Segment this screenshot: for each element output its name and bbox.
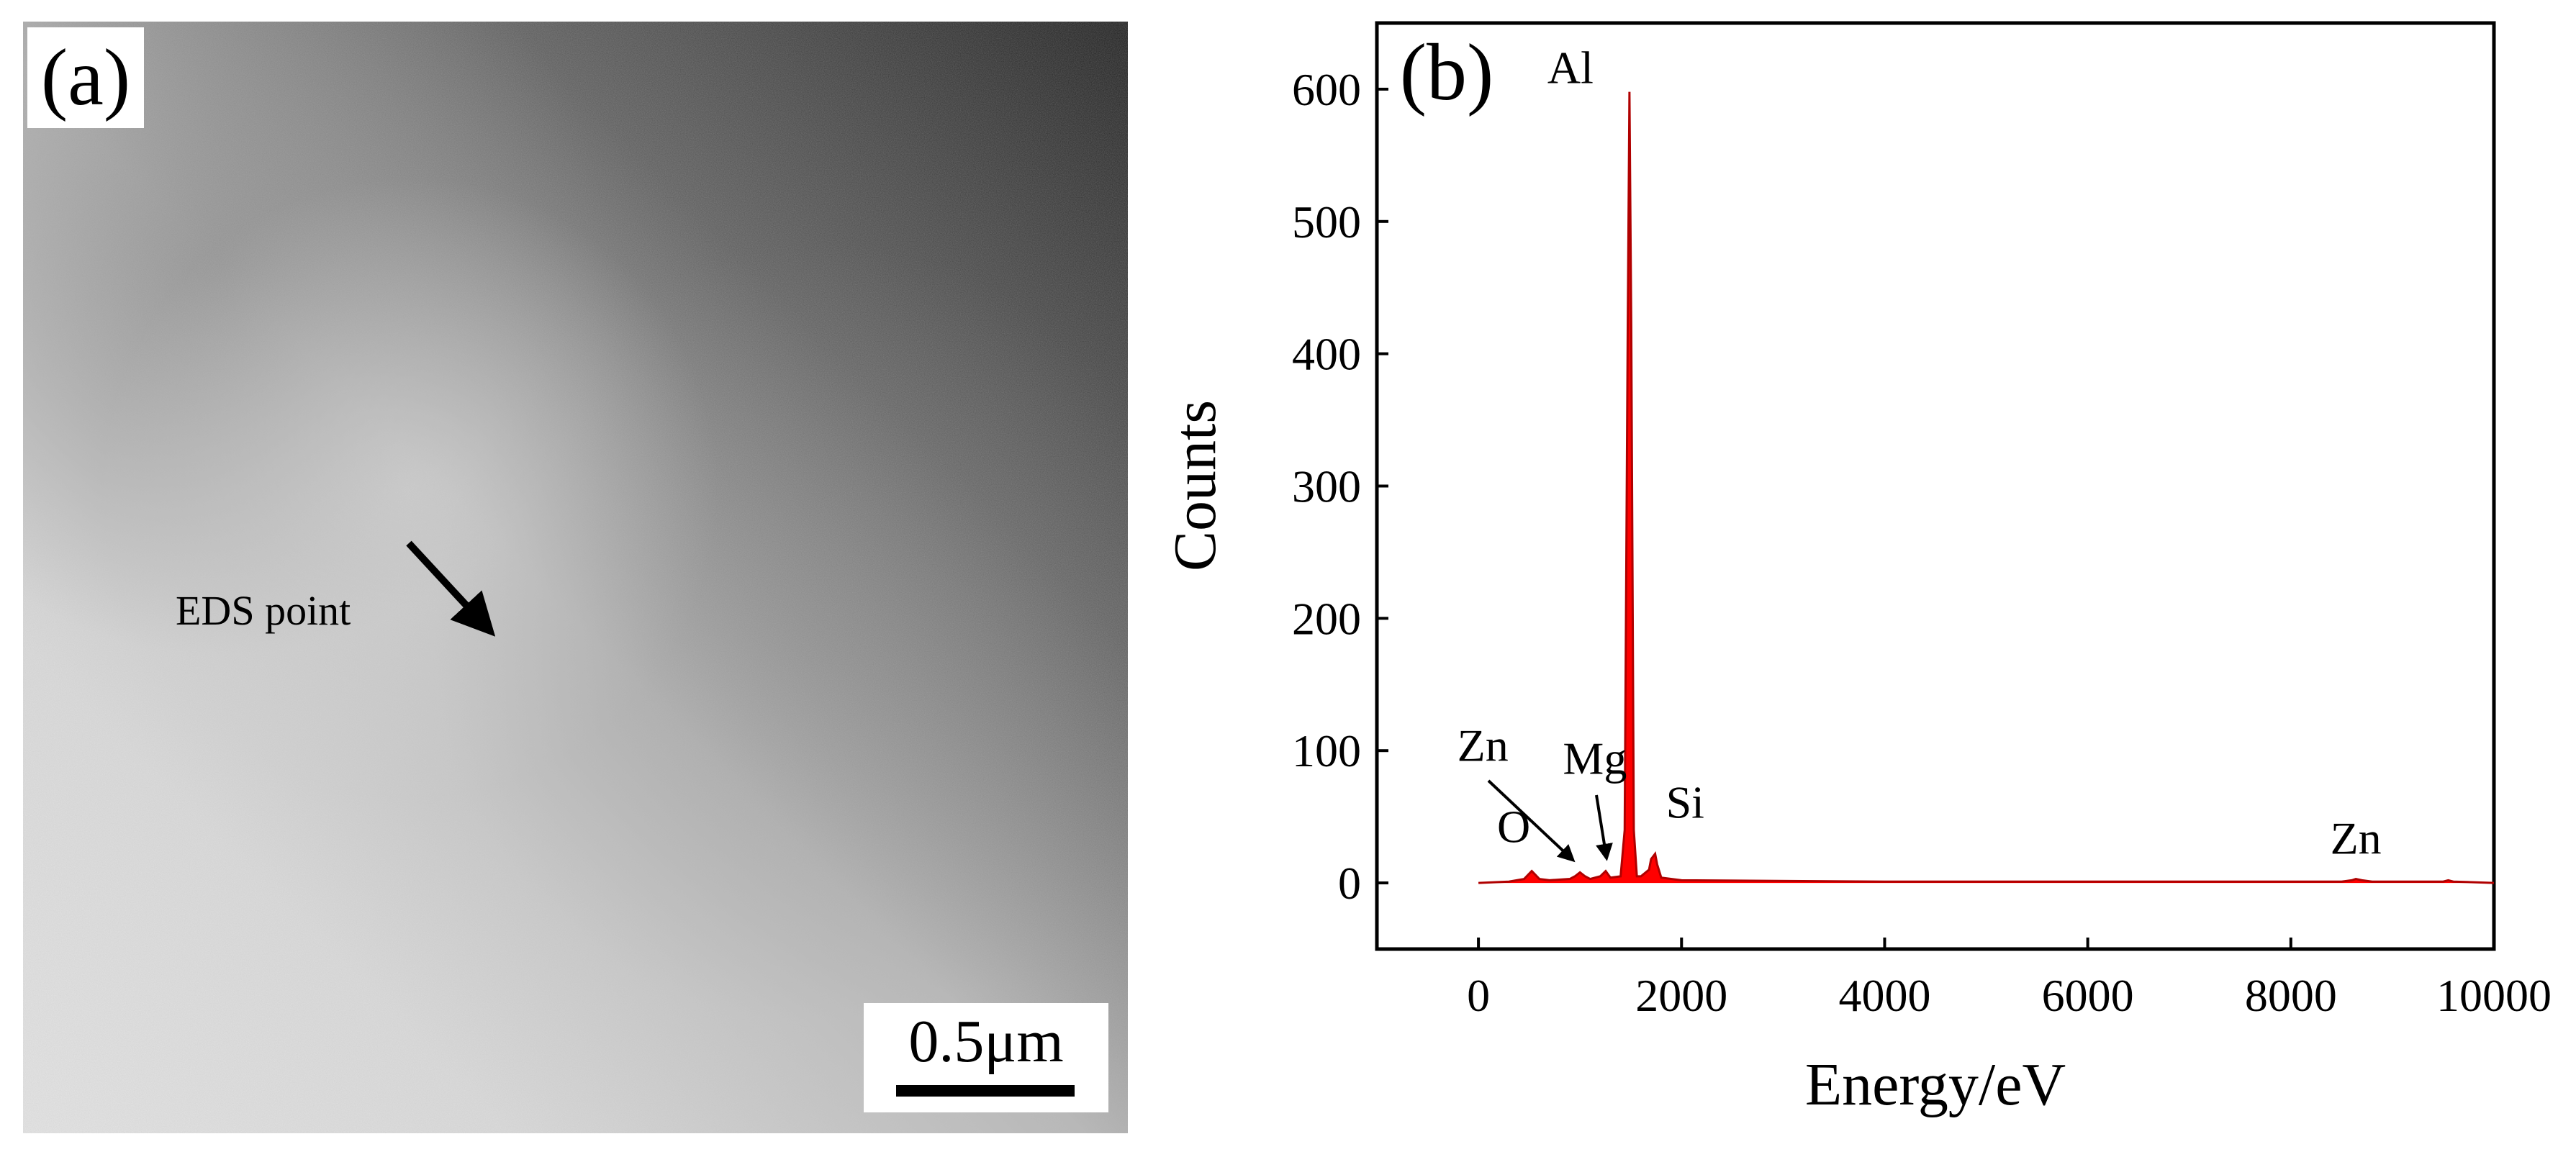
scale-bar-label: 0.5μm <box>908 1008 1063 1075</box>
peak-label-zn: Zn <box>2331 813 2382 864</box>
x-tick-label: 8000 <box>2245 970 2337 1021</box>
y-tick-label: 0 <box>1338 858 1361 909</box>
peak-label-zn: Zn <box>1458 720 1509 771</box>
panel-a-label-box <box>27 27 144 128</box>
peak-labels: Al O Zn Mg Si Zn <box>1458 42 2382 864</box>
peak-label-si: Si <box>1666 777 1704 828</box>
panel-b-label: (b) <box>1400 28 1494 117</box>
peak-label-mg: Mg <box>1563 733 1627 784</box>
y-axis-title: Counts <box>1162 400 1229 571</box>
panel-a-label: (a) <box>41 33 130 122</box>
spectrum-line <box>1478 91 2495 884</box>
y-tick-label: 500 <box>1292 196 1361 248</box>
x-axis-ticks: 0 2000 4000 6000 8000 10000 <box>1467 938 2552 1021</box>
x-tick-label: 10000 <box>2436 970 2552 1021</box>
sem-image <box>23 22 1128 1133</box>
x-tick-label: 4000 <box>1838 970 1930 1021</box>
y-tick-label: 200 <box>1292 593 1361 644</box>
y-tick-label: 600 <box>1292 64 1361 115</box>
panel-b-eds-spectrum: 0 2000 4000 6000 8000 10000 0 100 200 300 400 500 6… <box>1162 21 2552 1118</box>
x-tick-label: 6000 <box>2042 970 2134 1021</box>
peak-label-al: Al <box>1547 42 1594 94</box>
peak-label-o: O <box>1497 802 1530 853</box>
scale-bar <box>896 1085 1075 1097</box>
panel-a-micrograph: (a) EDS point 0.5μm <box>23 22 1128 1133</box>
x-tick-label: 0 <box>1467 970 1490 1021</box>
eds-point-label: EDS point <box>176 587 351 634</box>
y-axis-ticks: 0 100 200 300 400 500 600 <box>1292 64 1388 909</box>
y-tick-label: 400 <box>1292 329 1361 380</box>
y-tick-label: 100 <box>1292 725 1361 776</box>
y-tick-label: 300 <box>1292 461 1361 512</box>
mg-peak-arrow <box>1595 794 1613 861</box>
x-tick-label: 2000 <box>1635 970 1727 1021</box>
x-axis-title: Energy/eV <box>1805 1051 2066 1118</box>
zn-l-peak-arrow <box>1487 779 1576 863</box>
plot-frame <box>1375 21 2496 951</box>
eds-point-arrow <box>406 540 496 637</box>
